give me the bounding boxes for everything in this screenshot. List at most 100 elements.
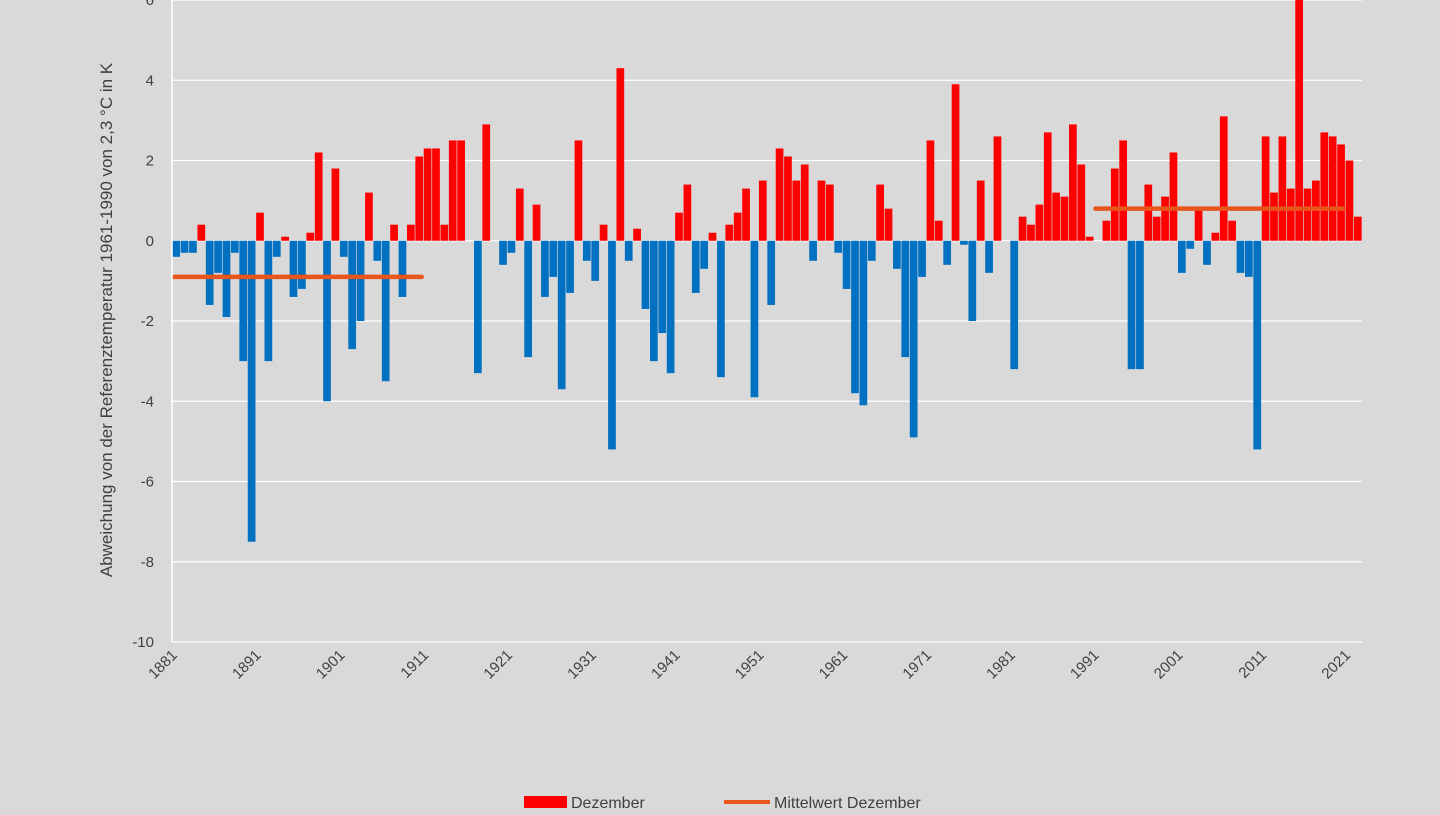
bar-1895	[289, 240, 298, 297]
bar-1997	[1144, 184, 1153, 241]
legend-swatch-dezember	[524, 796, 567, 808]
bar-2019	[1328, 136, 1337, 241]
bar-1994	[1119, 140, 1128, 241]
bar-1892	[264, 240, 273, 362]
bar-1896	[298, 240, 306, 289]
bar-1995	[1127, 240, 1136, 370]
bar-1922	[515, 188, 524, 241]
bar-1977	[976, 180, 985, 241]
bar-1925	[541, 240, 549, 297]
bar-2011	[1261, 136, 1270, 241]
bar-2004	[1203, 240, 1211, 265]
y-tick-label: 0	[146, 233, 154, 250]
bar-1923	[524, 240, 533, 358]
x-tick-label: 1941	[648, 647, 684, 683]
bar-2000	[1169, 152, 1178, 241]
x-tick-label: 1921	[480, 647, 516, 683]
bar-1903	[356, 240, 365, 321]
bar-1941	[675, 212, 683, 241]
bar-1988	[1069, 124, 1077, 241]
bar-1939	[658, 240, 667, 334]
y-tick-label: -10	[132, 634, 154, 651]
bar-1973	[943, 240, 952, 265]
bar-1932	[599, 224, 608, 241]
bar-1940	[666, 240, 675, 374]
bar-1899	[323, 240, 331, 402]
bar-1890	[247, 240, 256, 542]
bar-1918	[482, 124, 491, 241]
bar-1894	[281, 236, 289, 241]
bar-1986	[1052, 192, 1060, 241]
bar-2007	[1228, 220, 1236, 241]
bar-2003	[1194, 208, 1203, 241]
bar-2008	[1236, 240, 1245, 273]
bar-1912	[432, 148, 440, 241]
bar-1885	[205, 240, 214, 305]
bar-2020	[1337, 144, 1345, 241]
bar-1902	[348, 240, 357, 350]
bar-1898	[314, 152, 323, 241]
x-tick-label: 1891	[229, 647, 265, 683]
bar-1974	[951, 84, 960, 241]
bar-1883	[189, 240, 197, 253]
bar-2014	[1286, 188, 1295, 241]
bar-2010	[1253, 240, 1262, 450]
bar-1921	[507, 240, 516, 253]
bar-1961	[842, 240, 851, 289]
bar-1998	[1152, 216, 1161, 241]
bar-1945	[708, 232, 717, 241]
bar-1886	[214, 240, 222, 273]
bar-1981	[1010, 240, 1019, 370]
x-tick-label: 1981	[983, 647, 1019, 683]
x-tick-label: 1931	[564, 647, 600, 683]
bar-1934	[616, 68, 625, 241]
bar-1967	[893, 240, 901, 269]
bar-1989	[1077, 164, 1086, 241]
bars	[172, 0, 1362, 542]
bar-1924	[532, 204, 541, 241]
bar-1929	[574, 140, 583, 241]
bar-1951	[758, 180, 767, 241]
bar-1905	[373, 240, 382, 261]
x-tick-label: 1911	[397, 647, 432, 682]
bar-2022	[1353, 216, 1362, 241]
bar-1958	[817, 180, 826, 241]
bar-1911	[423, 148, 432, 241]
bar-1990	[1085, 236, 1094, 241]
bar-2013	[1278, 136, 1287, 241]
bar-1927	[557, 240, 566, 390]
bar-1952	[767, 240, 776, 305]
x-tick-label: 1961	[816, 647, 852, 683]
bar-1949	[742, 188, 750, 241]
bar-2006	[1219, 116, 1228, 241]
legend-label-dezember: Dezember	[571, 795, 645, 810]
bar-1913	[440, 224, 449, 241]
bar-1970	[918, 240, 926, 277]
bar-2009	[1245, 240, 1253, 277]
bar-1965	[876, 184, 884, 241]
y-tick-label: -8	[141, 554, 154, 571]
bar-1968	[901, 240, 910, 358]
bar-1957	[809, 240, 817, 261]
y-tick-label: 6	[146, 0, 154, 9]
legend: Dezember Mittelwert Dezember	[524, 795, 921, 812]
y-tick-labels: -10 -8 -6 -4 -2 0 2 4 6	[132, 0, 154, 651]
bar-1987	[1060, 196, 1069, 241]
bar-1917	[474, 240, 482, 374]
x-tick-label: 2001	[1151, 647, 1187, 683]
bar-2015	[1295, 0, 1304, 241]
y-tick-label: -6	[141, 474, 154, 491]
y-tick-label: -4	[141, 393, 154, 410]
bar-1906	[381, 240, 390, 382]
bar-1901	[339, 240, 348, 257]
bar-1943	[691, 240, 700, 293]
legend-label-mittelwert: Mittelwert Dezember	[774, 795, 921, 810]
bar-2021	[1345, 160, 1354, 241]
bar-1972	[934, 220, 943, 241]
bar-1936	[633, 228, 641, 241]
bar-1907	[390, 224, 398, 241]
bar-1950	[750, 240, 759, 398]
bar-1983	[1027, 224, 1035, 241]
bar-1960	[834, 240, 843, 253]
